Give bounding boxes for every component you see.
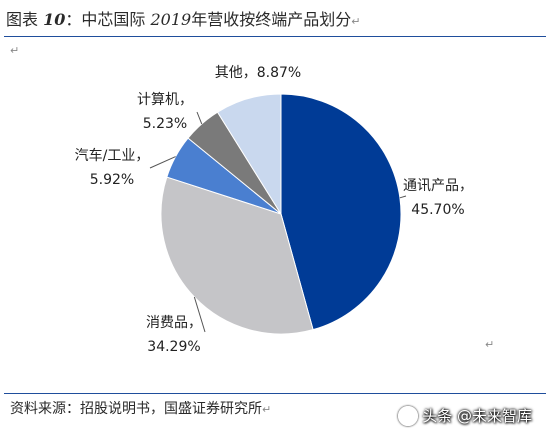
leader-line [196,111,203,125]
title-divider [4,36,546,37]
paragraph-mark: ↵ [10,44,20,57]
source-note: 资料来源：招股说明书，国盛证券研究所↵ [10,398,271,420]
slice-value-label: 34.29% [147,339,200,355]
watermark: 头条 @未来智库 [398,403,532,429]
title-company: ：中芯国际 [65,10,146,29]
title-prefix: 图表 [6,10,39,29]
slice-value-label: 5.92% [90,172,134,188]
figure-title: 图表 10：中芯国际 2019年营收按终端产品划分↵ [6,6,544,34]
title-text: 年营收按终端产品划分 [191,10,352,29]
slice-category-label: 计算机， [137,92,193,108]
leader-line [149,156,176,169]
title-year: 2019 [150,10,192,29]
title-number: 10 [43,10,66,29]
slice-value-label: 45.70% [411,202,464,218]
slice-category-label: 通讯产品， [403,178,473,194]
source-text: 资料来源：招股说明书，国盛证券研究所 [10,401,262,417]
paragraph-mark: ↵ [262,403,272,416]
watermark-text: 头条 @未来智库 [422,407,532,425]
slice-label: 其他，8.87% [215,65,301,81]
pie-slice [160,176,314,335]
paragraph-mark: ↵ [485,338,495,351]
footer-divider [4,393,546,394]
leader-line [193,296,206,333]
slice-value-label: 5.23% [143,116,187,132]
pie-slice [216,93,282,216]
leader-line [399,195,407,199]
slice-category-label: 消费品， [146,315,202,331]
paragraph-mark: ↵ [351,15,361,28]
slice-category-label: 汽车/工业， [75,147,150,164]
watermark-logo-icon [398,406,419,426]
